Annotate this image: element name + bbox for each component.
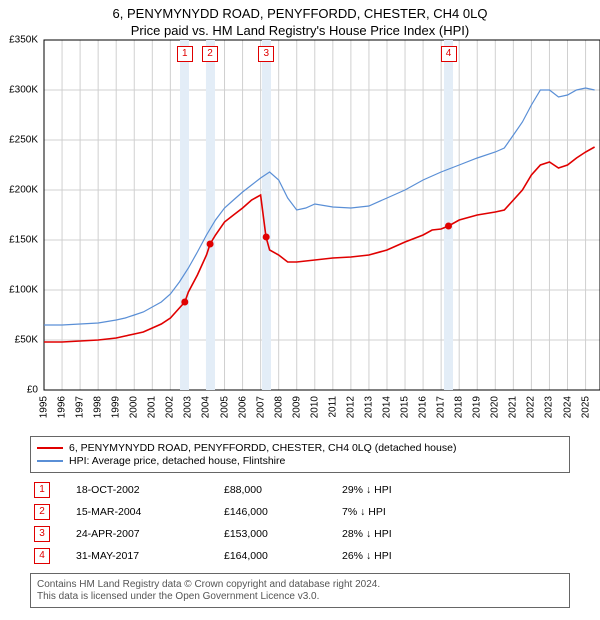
plot: 12 3 4 <box>44 40 600 390</box>
x-axis-labels: 1995199619971998199920002001200220032004… <box>44 390 600 432</box>
x-tick-label: 2022 <box>526 396 537 418</box>
down-arrow-icon: ↓ <box>366 528 371 540</box>
x-tick-label: 2008 <box>273 396 284 418</box>
y-tick-label: £250K <box>9 135 38 146</box>
down-arrow-icon: ↓ <box>360 506 365 518</box>
event-marker-box: 4 <box>34 548 50 564</box>
x-tick-label: 1999 <box>111 396 122 418</box>
event-price: £88,000 <box>220 479 338 501</box>
event-row: 3 24-APR-2007£153,00028% ↓ HPI <box>30 523 570 545</box>
event-price: £146,000 <box>220 501 338 523</box>
x-tick-label: 2023 <box>544 396 555 418</box>
x-tick-label: 2024 <box>562 396 573 418</box>
x-tick-label: 2009 <box>291 396 302 418</box>
x-tick-label: 1995 <box>39 396 50 418</box>
series-hpi <box>44 88 595 325</box>
x-tick-label: 2005 <box>219 396 230 418</box>
event-marker-box: 2 <box>34 504 50 520</box>
event-date: 24-APR-2007 <box>72 523 220 545</box>
plot-area: £0£50K£100K£150K£200K£250K£300K£350K 123… <box>44 40 600 390</box>
event-delta: 29% ↓ HPI <box>338 479 570 501</box>
x-tick-label: 2012 <box>345 396 356 418</box>
x-tick-label: 1998 <box>93 396 104 418</box>
sale-point <box>181 299 188 306</box>
x-tick-label: 2011 <box>327 396 338 418</box>
lines-svg <box>44 40 600 390</box>
x-tick-label: 2016 <box>418 396 429 418</box>
x-tick-label: 2025 <box>580 396 591 418</box>
event-date: 31-MAY-2017 <box>72 545 220 567</box>
y-tick-label: £50K <box>15 335 38 346</box>
footer-line2: This data is licensed under the Open Gov… <box>37 591 563 602</box>
chart-titles: 6, PENYMYNYDD ROAD, PENYFFORDD, CHESTER,… <box>0 0 600 40</box>
y-tick-label: £0 <box>27 385 38 396</box>
event-row: 1 18-OCT-2002£88,00029% ↓ HPI <box>30 479 570 501</box>
legend-row: 6, PENYMYNYDD ROAD, PENYFFORDD, CHESTER,… <box>37 442 563 454</box>
y-tick-label: £150K <box>9 235 38 246</box>
x-tick-label: 2002 <box>165 396 176 418</box>
chart-container: 6, PENYMYNYDD ROAD, PENYFFORDD, CHESTER,… <box>0 0 600 608</box>
x-tick-label: 2018 <box>454 396 465 418</box>
y-tick-label: £100K <box>9 285 38 296</box>
legend-swatch <box>37 447 63 449</box>
series-property <box>44 147 595 342</box>
y-tick-label: £200K <box>9 185 38 196</box>
event-date: 15-MAR-2004 <box>72 501 220 523</box>
legend: 6, PENYMYNYDD ROAD, PENYFFORDD, CHESTER,… <box>30 436 570 473</box>
event-marker-box: 1 <box>34 482 50 498</box>
x-tick-label: 2006 <box>237 396 248 418</box>
x-tick-label: 2010 <box>309 396 320 418</box>
sale-marker-box: 4 <box>441 46 457 62</box>
legend-swatch <box>37 460 63 462</box>
x-tick-label: 2020 <box>490 396 501 418</box>
footer-line1: Contains HM Land Registry data © Crown c… <box>37 579 563 590</box>
x-tick-label: 2021 <box>508 396 519 418</box>
sale-point <box>445 223 452 230</box>
legend-label: HPI: Average price, detached house, Flin… <box>69 455 285 467</box>
x-tick-label: 2014 <box>381 396 392 418</box>
footer-attribution: Contains HM Land Registry data © Crown c… <box>30 573 570 608</box>
event-row: 4 31-MAY-2017£164,00026% ↓ HPI <box>30 545 570 567</box>
x-tick-label: 2004 <box>201 396 212 418</box>
title-subtitle: Price paid vs. HM Land Registry's House … <box>8 23 592 38</box>
x-tick-label: 2007 <box>255 396 266 418</box>
title-address: 6, PENYMYNYDD ROAD, PENYFFORDD, CHESTER,… <box>8 6 592 21</box>
y-tick-label: £300K <box>9 85 38 96</box>
x-tick-label: 2003 <box>183 396 194 418</box>
event-price: £164,000 <box>220 545 338 567</box>
sale-marker-box: 2 <box>202 46 218 62</box>
event-delta: 28% ↓ HPI <box>338 523 570 545</box>
down-arrow-icon: ↓ <box>366 484 371 496</box>
x-tick-label: 2019 <box>472 396 483 418</box>
sale-point <box>263 234 270 241</box>
sale-point <box>207 241 214 248</box>
events-table: 1 18-OCT-2002£88,00029% ↓ HPI 2 15-MAR-2004… <box>30 479 570 567</box>
x-tick-label: 2013 <box>363 396 374 418</box>
x-tick-label: 2000 <box>129 396 140 418</box>
x-tick-label: 2001 <box>147 396 158 418</box>
event-row: 2 15-MAR-2004£146,0007% ↓ HPI <box>30 501 570 523</box>
sale-marker-box: 1 <box>177 46 193 62</box>
y-axis-labels: £0£50K£100K£150K£200K£250K£300K£350K <box>0 40 40 390</box>
x-tick-label: 1996 <box>57 396 68 418</box>
x-tick-label: 2017 <box>436 396 447 418</box>
legend-row: HPI: Average price, detached house, Flin… <box>37 455 563 467</box>
x-tick-label: 1997 <box>75 396 86 418</box>
sale-marker-box: 3 <box>258 46 274 62</box>
event-price: £153,000 <box>220 523 338 545</box>
x-tick-label: 2015 <box>400 396 411 418</box>
legend-label: 6, PENYMYNYDD ROAD, PENYFFORDD, CHESTER,… <box>69 442 456 454</box>
y-tick-label: £350K <box>9 35 38 46</box>
event-date: 18-OCT-2002 <box>72 479 220 501</box>
event-delta: 7% ↓ HPI <box>338 501 570 523</box>
event-marker-box: 3 <box>34 526 50 542</box>
down-arrow-icon: ↓ <box>366 550 371 562</box>
event-delta: 26% ↓ HPI <box>338 545 570 567</box>
